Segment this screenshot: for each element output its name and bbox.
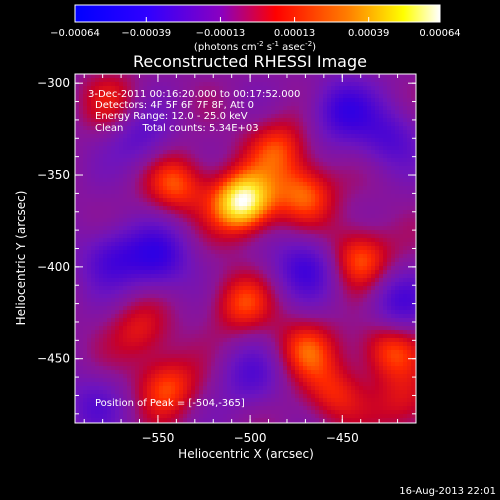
x-tick-label: −550 bbox=[141, 431, 174, 445]
x-tick-label: −450 bbox=[326, 431, 359, 445]
energy-range-label: Energy Range: 12.0 - 25.0 keV bbox=[95, 111, 248, 122]
colorbar-tick-label: 0.00039 bbox=[348, 28, 389, 39]
y-tick-label: −300 bbox=[37, 76, 70, 90]
detectors-label: Detectors: 4F 5F 6F 7F 8F, Att 0 bbox=[95, 100, 254, 111]
axis-ticks: −550 −500 −450 −300 −350 −400 −450 bbox=[37, 74, 417, 445]
y-tick-label: −450 bbox=[37, 352, 70, 366]
peak-position-label: Position of Peak = [-504,-365] bbox=[95, 398, 245, 409]
colorbar bbox=[74, 4, 441, 23]
colorbar-tick-label: −0.00039 bbox=[121, 28, 171, 39]
x-axis-label: Heliocentric X (arcsec) bbox=[178, 447, 314, 461]
y-tick-label: −400 bbox=[37, 260, 70, 274]
x-tick-label: −500 bbox=[234, 431, 267, 445]
chart-title: Reconstructed RHESSI Image bbox=[133, 52, 367, 71]
colorbar-ticks: −0.00064 −0.00039 −0.00013 0.00013 0.00039 0.… bbox=[50, 17, 461, 39]
colorbar-tick-label: 0.00064 bbox=[419, 28, 460, 39]
colorbar-units: (photons cm-2 s-1 asec-2) bbox=[194, 40, 316, 53]
y-axis-label: Heliocentric Y (arcsec) bbox=[14, 191, 28, 326]
footer-timestamp: 16-Aug-2013 22:01 bbox=[399, 486, 496, 497]
time-range-label: 3-Dec-2011 00:16:20.000 to 00:17:52.000 bbox=[88, 89, 300, 100]
clean-counts-label: Clean Total counts: 5.34E+03 bbox=[95, 123, 259, 134]
colorbar-tick-label: −0.00064 bbox=[50, 28, 100, 39]
heatmap-image bbox=[75, 74, 416, 423]
colorbar-tick-label: 0.00013 bbox=[274, 28, 315, 39]
y-tick-label: −350 bbox=[37, 168, 70, 182]
colorbar-tick-label: −0.00013 bbox=[196, 28, 246, 39]
